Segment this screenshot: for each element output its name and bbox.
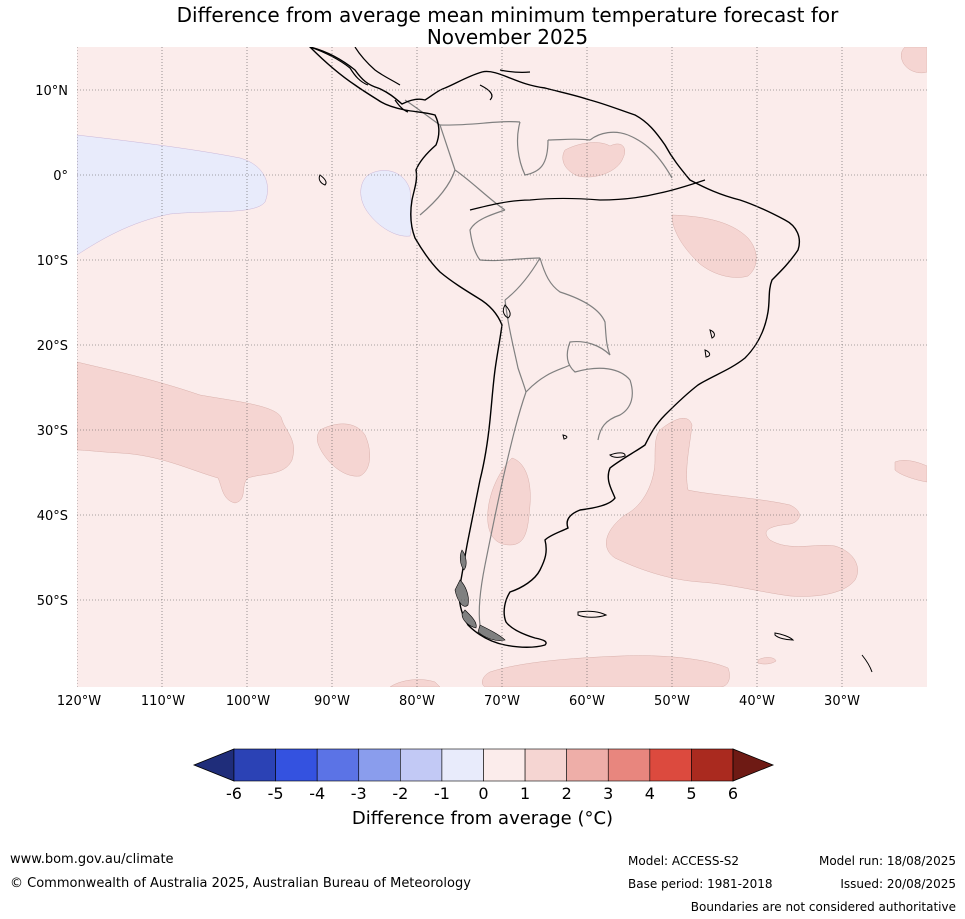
lon-label: 40°W xyxy=(739,694,775,709)
colorbar-segment xyxy=(649,748,692,782)
country-boundaries xyxy=(404,99,673,626)
lon-label: 30°W xyxy=(824,694,860,709)
colorbar-tick-label: -6 xyxy=(226,784,242,803)
longitude-labels: 120°W 110°W 100°W 90°W 80°W 70°W 60°W 50… xyxy=(57,694,860,709)
latitude-labels: 10°N 0° 10°S 20°S 30°S 40°S 50°S xyxy=(35,84,68,609)
footer-model: Model: ACCESS-S2 xyxy=(628,854,740,868)
colorbar-segment xyxy=(441,748,484,782)
anomaly-patch-warm xyxy=(894,460,927,483)
colorbar-tick-label: -3 xyxy=(351,784,367,803)
lon-label: 90°W xyxy=(314,694,350,709)
islands xyxy=(318,174,873,673)
lon-label: 50°W xyxy=(654,694,690,709)
lat-label: 0° xyxy=(53,169,68,184)
colorbar-tick-label: -4 xyxy=(309,784,325,803)
footer-base-period: Base period: 1981-2018 xyxy=(628,877,773,891)
footer-issued: Issued: 20/08/2025 xyxy=(840,877,956,891)
amazon-river xyxy=(469,179,706,211)
colorbar-segment xyxy=(400,748,443,782)
colorbar-tick-label: -1 xyxy=(434,784,450,803)
colorbar-tick-label: 1 xyxy=(520,784,530,803)
anomaly-patch-warm xyxy=(317,423,370,477)
lakes xyxy=(502,304,715,440)
colorbar-segment xyxy=(358,748,401,782)
footer-website: www.bom.gov.au/climate xyxy=(10,852,174,867)
anomaly-patch-warm xyxy=(900,47,927,74)
colorbar-segment xyxy=(691,748,734,782)
anomaly-patch-warm xyxy=(757,657,777,665)
colorbar-tick-label: 2 xyxy=(562,784,572,803)
lon-label: 60°W xyxy=(569,694,605,709)
title-line-2: November 2025 xyxy=(426,25,589,49)
lat-label: 20°S xyxy=(37,339,68,354)
patagonia-archipelago xyxy=(454,549,506,641)
anomaly-patch-warm xyxy=(77,361,294,504)
colorbar-extend-low xyxy=(192,748,235,782)
colorbar-segment xyxy=(524,748,567,782)
colorbar-segment xyxy=(566,748,609,782)
footer-copyright: © Commonwealth of Australia 2025, Austra… xyxy=(10,876,471,891)
lat-label: 30°S xyxy=(37,424,68,439)
anomaly-patch-warm xyxy=(671,214,757,278)
colorbar-segment xyxy=(233,748,276,782)
lon-label: 100°W xyxy=(226,694,270,709)
colorbar-tick-label: 6 xyxy=(728,784,738,803)
colorbar-tick-label: 0 xyxy=(478,784,488,803)
title-line-1: Difference from average mean minimum tem… xyxy=(176,3,839,27)
footer-disclaimer: Boundaries are not considered authoritat… xyxy=(690,900,956,914)
lon-label: 80°W xyxy=(399,694,435,709)
chart-title: Difference from average mean minimum tem… xyxy=(0,4,965,48)
colorbar-title: Difference from average (°C) xyxy=(351,808,614,829)
anomaly-patch-warm xyxy=(562,142,626,178)
south-america-coastline xyxy=(309,47,801,648)
colorbar-tick-label: -2 xyxy=(392,784,408,803)
colorbar-segment xyxy=(607,748,651,782)
colorbar-segment xyxy=(275,748,318,782)
anomaly-patch-warm xyxy=(606,417,858,597)
anomaly-patch-cool xyxy=(77,134,268,256)
lon-label: 120°W xyxy=(57,694,101,709)
anomaly-patch-cool xyxy=(360,170,412,237)
colorbar-tick-label: 3 xyxy=(603,784,613,803)
colorbar-extend-high xyxy=(732,748,775,782)
lon-label: 110°W xyxy=(141,694,185,709)
latitude-gridlines xyxy=(77,89,927,601)
colorbar-segment xyxy=(316,748,360,782)
lat-label: 10°N xyxy=(35,84,68,99)
anomaly-patch-warm xyxy=(482,655,730,687)
lat-label: 10°S xyxy=(37,254,68,269)
colorbar-tick-label: 4 xyxy=(645,784,655,803)
central-america-coastline xyxy=(309,47,531,113)
anomaly-patch-warm xyxy=(389,679,441,687)
lat-label: 50°S xyxy=(37,594,68,609)
colorbar-segment xyxy=(483,748,526,782)
colorbar: -6 -5 -4 -3 -2 -1 0 1 2 3 4 5 6 xyxy=(192,748,775,803)
lon-label: 70°W xyxy=(484,694,520,709)
colorbar-tick-label: 5 xyxy=(686,784,696,803)
anomaly-patch-warm xyxy=(487,457,531,546)
footer-model-run: Model run: 18/08/2025 xyxy=(818,854,956,868)
lat-label: 40°S xyxy=(37,509,68,524)
colorbar-tick-label: -5 xyxy=(268,784,284,803)
